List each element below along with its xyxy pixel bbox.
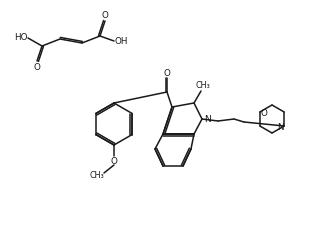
- Text: O: O: [261, 108, 267, 117]
- Text: N: N: [277, 122, 284, 131]
- Text: HO: HO: [14, 32, 28, 41]
- Text: OH: OH: [114, 37, 128, 46]
- Text: N: N: [203, 115, 210, 124]
- Text: O: O: [101, 11, 108, 19]
- Text: CH₃: CH₃: [196, 81, 210, 90]
- Text: O: O: [34, 63, 40, 72]
- Text: CH₃: CH₃: [90, 171, 104, 180]
- Text: O: O: [111, 157, 117, 166]
- Text: O: O: [163, 68, 170, 77]
